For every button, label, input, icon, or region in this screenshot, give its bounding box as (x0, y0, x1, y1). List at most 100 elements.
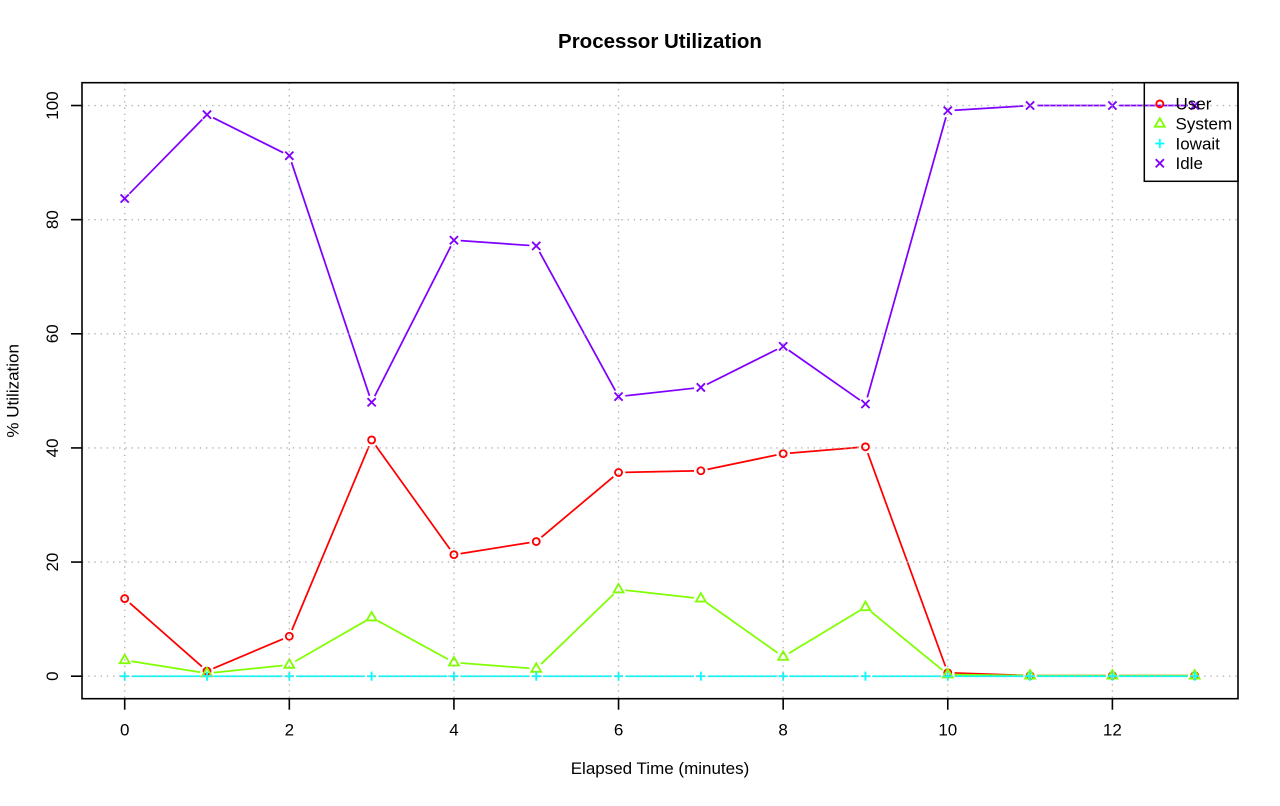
series-segment (460, 541, 530, 555)
marker-circle (120, 594, 130, 604)
marker-circle (284, 631, 294, 641)
series-segment (706, 348, 778, 386)
series-segment (131, 660, 201, 674)
x-tick-label: 2 (285, 720, 294, 739)
marker-plus (120, 671, 130, 681)
series-segment (866, 116, 947, 398)
marker-triangle (447, 655, 461, 667)
x-tick-label: 0 (120, 720, 129, 739)
marker-x (366, 397, 377, 408)
marker-x (202, 109, 212, 120)
series-segment (788, 609, 861, 655)
marker-x (284, 150, 295, 161)
series-segment (707, 454, 777, 471)
y-tick-label: 100 (43, 91, 62, 119)
tick-labels-layer: 0 2 4 6 8 10 12 0 20 40 60 80 100 (43, 91, 1122, 739)
legend-label-user: User (1176, 95, 1212, 114)
series-segment (705, 601, 779, 654)
legend-label-idle: Idle (1176, 154, 1203, 173)
marker-plus (696, 671, 706, 681)
marker-circle (449, 550, 459, 560)
marker-circle (531, 537, 541, 546)
legend: User System Iowait Idle (1143, 81, 1239, 183)
marker-plus (1025, 671, 1035, 681)
y-tick-label: 20 (43, 553, 62, 572)
plot-box (81, 81, 1239, 700)
series-user (120, 435, 1200, 681)
series-segment (460, 239, 530, 247)
marker-x (1155, 158, 1165, 169)
x-tick-label: 8 (778, 720, 787, 739)
series-segment (377, 619, 449, 661)
y-tick-label: 40 (43, 438, 62, 457)
marker-x (860, 399, 871, 409)
marker-plus (1155, 138, 1165, 149)
x-tick-label: 6 (614, 720, 623, 739)
marker-triangle (365, 610, 379, 622)
gridlines-layer (82, 82, 1238, 699)
x-tick-label: 12 (1103, 720, 1122, 739)
marker-triangle (529, 661, 543, 673)
marker-x (1025, 100, 1035, 111)
marker-circle (696, 466, 706, 476)
legend-label-system: System (1176, 115, 1233, 134)
marker-circle (614, 468, 623, 477)
marker-plus (449, 671, 459, 681)
marker-triangle (1153, 116, 1167, 128)
series-segment (625, 589, 695, 599)
series-segment (373, 245, 452, 397)
series-segment (866, 452, 947, 667)
marker-x (531, 241, 541, 251)
marker-plus (1190, 671, 1200, 681)
marker-triangle (612, 582, 626, 594)
series-segment (290, 161, 371, 397)
series-segment (788, 349, 861, 401)
marker-plus (531, 671, 541, 681)
marker-x (778, 341, 788, 352)
series-idle (119, 100, 1200, 409)
marker-x (613, 391, 624, 402)
y-tick-label: 60 (43, 324, 62, 343)
series-layer (118, 100, 1202, 681)
series-segment (870, 610, 944, 671)
series-segment (460, 662, 530, 670)
series-segment (291, 445, 370, 631)
series-segment (789, 446, 859, 454)
series-segment (213, 664, 283, 674)
marker-triangle (776, 649, 790, 661)
series-segment (374, 444, 451, 550)
series-segment (128, 118, 203, 195)
y-tick-label: 0 (43, 671, 62, 680)
legend-box (1143, 81, 1239, 183)
marker-x (449, 235, 459, 245)
series-segment (540, 476, 614, 538)
marker-triangle (282, 657, 296, 669)
series-system (118, 582, 1202, 680)
marker-circle (367, 435, 377, 445)
x-axis-title: Elapsed Time (minutes) (571, 759, 750, 778)
chart-title: Processor Utilization (558, 30, 762, 53)
marker-x (119, 193, 130, 204)
legend-label-iowait: Iowait (1176, 134, 1221, 153)
marker-circle (1155, 99, 1165, 109)
axes-layer (71, 81, 1239, 710)
y-axis-title: % Utilization (4, 344, 23, 438)
legend-markers (1153, 99, 1167, 169)
marker-plus (860, 671, 871, 681)
series-segment (625, 470, 695, 474)
x-tick-label: 10 (938, 720, 957, 739)
y-tick-label: 80 (43, 210, 62, 229)
series-segment (294, 620, 367, 663)
series-segment (538, 251, 617, 392)
marker-x (943, 105, 953, 116)
series-segment (212, 116, 284, 154)
series-segment (954, 105, 1024, 112)
marker-triangle (118, 652, 132, 665)
marker-plus (284, 671, 294, 681)
marker-x (1189, 100, 1200, 111)
series-segment (540, 593, 615, 665)
x-tick-label: 4 (449, 720, 458, 739)
series-segment (129, 602, 203, 668)
